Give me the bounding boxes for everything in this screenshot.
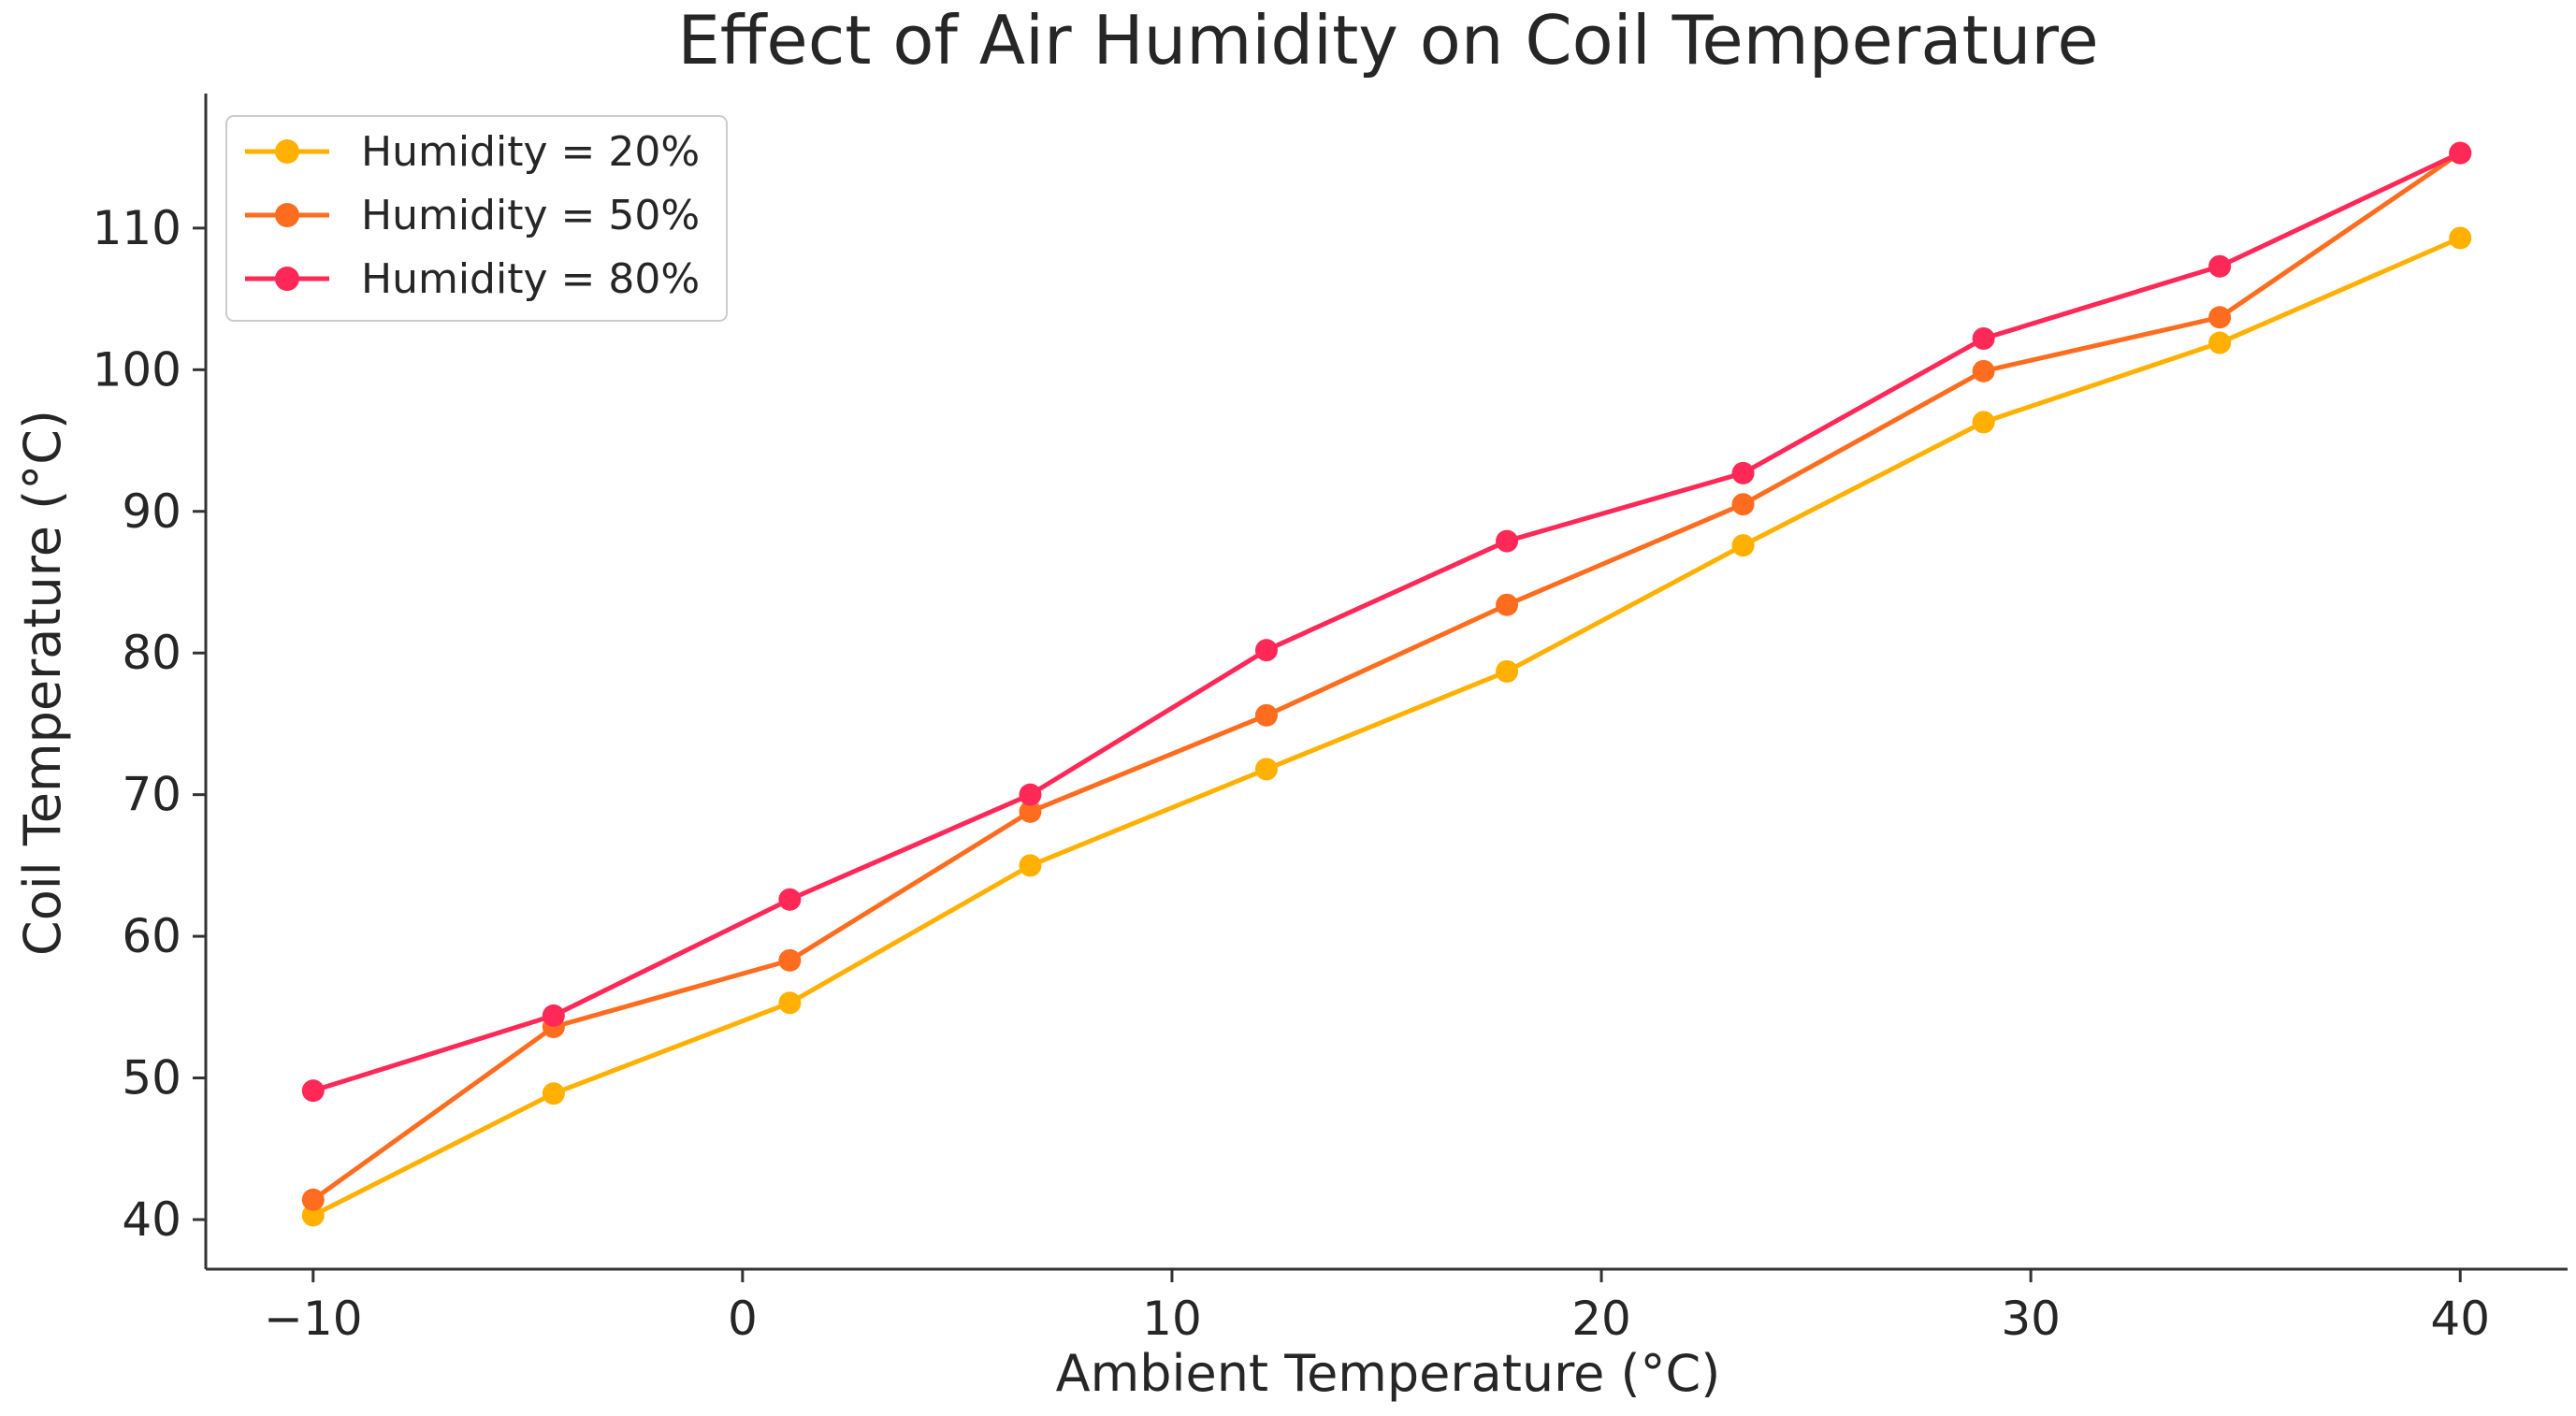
series-line-humidity-50 (311, 151, 2462, 1202)
legend-marker-humidity-80 (275, 267, 299, 291)
y-tick-label: 60 (122, 909, 181, 963)
y-axis-label: Coil Temperature (°C) (13, 410, 72, 956)
data-point-humidity-50 (1972, 359, 1995, 383)
data-point-humidity-80 (778, 888, 802, 911)
legend-label-humidity-80: Humidity = 80% (361, 255, 700, 303)
series-line-humidity-20 (311, 236, 2462, 1218)
series-line-humidity-80 (312, 151, 2462, 1093)
data-point-humidity-20 (2208, 331, 2232, 354)
legend-box (225, 115, 728, 322)
y-tick-label: 40 (122, 1192, 181, 1247)
x-tick-label: 20 (1571, 1292, 1631, 1346)
y-tick-label: 90 (122, 484, 181, 539)
x-tick-label: 0 (728, 1292, 758, 1346)
y-tick-label: 80 (122, 626, 181, 680)
data-point-humidity-50 (2208, 306, 2232, 329)
legend-marker-humidity-50 (275, 203, 299, 227)
data-point-humidity-50 (301, 1188, 325, 1211)
data-point-humidity-20 (542, 1082, 565, 1105)
data-point-humidity-50 (1019, 800, 1042, 823)
x-tick-label: 40 (2430, 1292, 2490, 1346)
legend-item: Humidity = 80% (245, 255, 700, 303)
data-point-humidity-80 (1731, 461, 1755, 484)
data-point-humidity-20 (1496, 659, 1519, 683)
y-tick-label: 100 (93, 342, 181, 397)
data-point-humidity-20 (1731, 534, 1755, 557)
data-point-humidity-80 (1019, 783, 1042, 806)
data-point-humidity-80 (1496, 529, 1519, 553)
x-tick-label: 30 (2001, 1292, 2061, 1346)
chart-title: Effect of Air Humidity on Coil Temperatu… (677, 1, 2098, 79)
data-point-humidity-50 (778, 948, 802, 972)
data-point-humidity-80 (1254, 639, 1278, 662)
data-point-humidity-20 (2449, 226, 2472, 250)
axis-ticks: −10 0 10 20 30 40 40 50 60 70 80 90 100 110 (93, 201, 2490, 1346)
data-point-humidity-80 (2208, 254, 2232, 278)
data-point-humidity-50 (1496, 593, 1519, 616)
legend: Humidity = 20% Humidity = 50% Humidity =… (225, 115, 728, 322)
data-point-humidity-50 (1254, 703, 1278, 727)
data-point-humidity-20 (778, 991, 802, 1015)
data-point-humidity-80 (301, 1079, 325, 1103)
data-point-humidity-20 (1254, 758, 1278, 781)
data-point-humidity-50 (1731, 493, 1755, 516)
legend-marker-humidity-20 (275, 139, 299, 164)
x-tick-label: −10 (264, 1292, 363, 1346)
x-axis-label: Ambient Temperature (°C) (1056, 1344, 1721, 1403)
legend-item: Humidity = 20% (245, 128, 700, 176)
y-tick-label: 110 (93, 201, 181, 255)
y-tick-label: 70 (122, 768, 181, 822)
data-point-humidity-20 (1019, 854, 1042, 877)
y-tick-label: 50 (122, 1051, 181, 1105)
data-point-humidity-80 (2449, 141, 2472, 165)
data-point-humidity-20 (1972, 411, 1995, 434)
data-point-humidity-20 (301, 1204, 325, 1227)
legend-label-humidity-20: Humidity = 20% (361, 128, 700, 176)
legend-item: Humidity = 50% (245, 192, 700, 239)
series-layer (301, 141, 2472, 1227)
legend-label-humidity-50: Humidity = 50% (361, 192, 700, 239)
x-tick-label: 10 (1142, 1292, 1202, 1346)
data-point-humidity-80 (1972, 327, 1995, 351)
data-point-humidity-80 (542, 1004, 565, 1027)
